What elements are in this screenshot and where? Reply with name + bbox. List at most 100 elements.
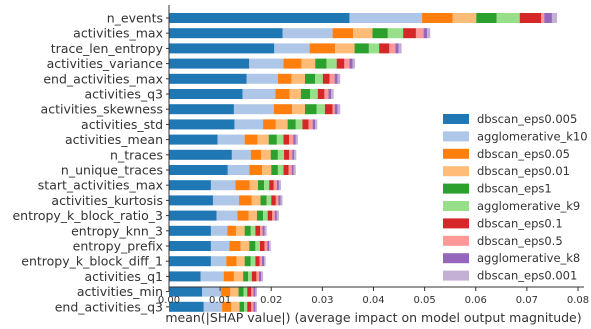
bar-segment [251,195,261,206]
bar-segment [264,241,268,251]
bar-segment [230,286,239,297]
bar-segment [244,134,258,145]
bar-segment [395,43,399,54]
bar-segment [169,286,203,297]
bar-segment [269,180,274,191]
legend-entry: dbscan_eps0.01 [477,164,570,178]
bar-segment [255,301,257,312]
bar-segment [242,89,276,99]
bar-segment [271,165,278,175]
bar-segment [275,119,288,130]
bar-segment [295,119,303,130]
y-tick-label: activities_variance [47,56,164,71]
bar-segment [169,256,211,267]
bar-segment [302,119,309,130]
legend-swatch [443,131,469,142]
bar-segment [273,104,293,115]
bar-segment [372,28,388,39]
bar-segment [277,165,284,175]
bar-segment [223,271,234,282]
bar-segment [169,134,218,145]
bar-segment [315,58,327,69]
legend-swatch [443,235,469,246]
bar-segment [244,301,248,312]
bar-segment [244,225,251,236]
bar-segment [169,13,350,23]
x-tick-label: 0.08 [567,295,589,306]
bar-segment [293,165,296,175]
bar-segment [169,89,243,99]
bar-segment [336,58,345,69]
bar-segment [203,301,223,312]
bar-segment [452,13,477,23]
bar-segment [267,210,273,221]
bar-segment [262,225,265,236]
y-tick-label: n_traces [110,147,163,162]
bar-segment [291,165,294,175]
x-tick-label: 0.03 [311,295,333,306]
y-tick-label: activities_mean [65,132,163,147]
bar-segment [294,149,297,160]
bar-segment [275,89,290,99]
bar-segment [292,149,295,160]
bar-segment [283,134,290,145]
legend-swatch [443,148,469,159]
bar-segment [276,134,284,145]
bar-segment [264,256,266,267]
bar-segment [249,58,284,69]
bar-segment [274,210,277,221]
bar-segment [250,225,256,236]
bar-segment [300,89,311,99]
bar-segment [329,73,335,84]
bar-segment [284,149,290,160]
bar-segment [255,225,261,236]
bar-segment [349,58,353,69]
bar-segment [235,225,245,236]
bar-segment [368,43,380,54]
bar-segment [259,256,263,267]
bar-segment [264,225,267,236]
legend-entry: agglomerative_k10 [477,129,588,143]
bar-segment [541,13,545,23]
y-tick-label: end_activities_q3 [55,299,163,314]
bar-segment [233,104,274,115]
bar-segment [236,256,245,267]
bar-segment [277,73,292,84]
bar-segment [169,58,250,69]
y-tick-label: activities_q3 [85,87,164,102]
bar-segment [251,286,254,297]
bar-segment [288,165,292,175]
bar-segment [261,149,271,160]
legend-swatch [443,183,469,194]
bar-segment [235,180,250,191]
bar-segment [257,134,269,145]
bar-segment [261,271,264,282]
legend-swatch [443,166,469,177]
bar-segment [237,210,249,221]
bar-segment [169,210,217,221]
bar-segment [239,301,245,312]
x-tick-label: 0.07 [516,295,538,306]
bar-segment [250,149,262,160]
bar-segment [250,256,256,267]
bar-segment [263,210,268,221]
bar-segment [403,28,416,39]
bar-segment [256,271,259,282]
bar-segment [379,43,390,54]
bar-segment [231,301,240,312]
bar-segment [352,58,356,69]
bar-segment [247,286,252,297]
bar-segment [258,271,262,282]
bar-segment [239,195,252,206]
bar-segment [289,134,294,145]
bar-segment [310,89,318,99]
bar-segment [332,104,335,115]
bar-segment [222,301,232,312]
bar-segment [476,13,497,23]
bar-segment [244,256,251,267]
x-tick-label: 0.04 [362,295,384,306]
bar-segment [269,241,271,251]
bar-segment [249,165,263,175]
bar-segment [210,180,236,191]
